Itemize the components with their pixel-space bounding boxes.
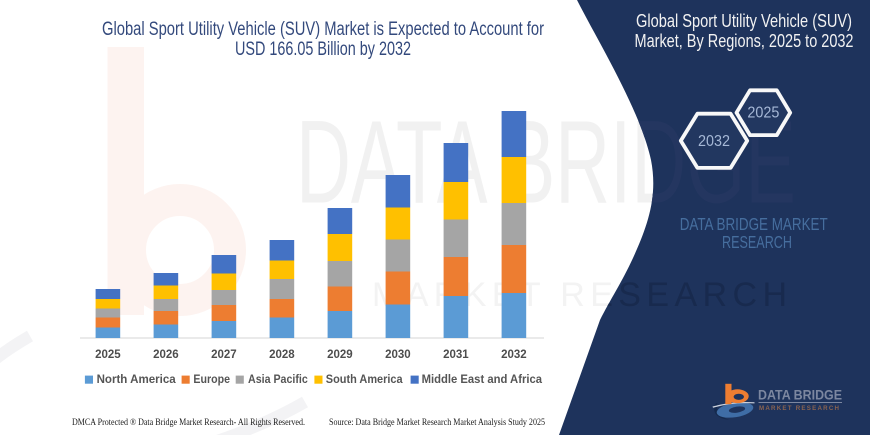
svg-text:DMCA Protected ® Data Bridge M: DMCA Protected ® Data Bridge Market Rese…: [72, 417, 305, 427]
svg-text:North America: North America: [97, 372, 176, 386]
svg-text:2032: 2032: [698, 133, 730, 150]
svg-text:USD 166.05 Billion by 2032: USD 166.05 Billion by 2032: [235, 39, 411, 60]
svg-text:RESEARCH: RESEARCH: [722, 232, 792, 252]
svg-text:2028: 2028: [269, 349, 295, 361]
svg-text:Market, By Regions, 2025 to 20: Market, By Regions, 2025 to 2032: [635, 31, 854, 51]
svg-text:2026: 2026: [153, 349, 179, 361]
svg-text:Middle East and Africa: Middle East and Africa: [422, 372, 543, 386]
svg-text:Global Sport Utility Vehicle (: Global Sport Utility Vehicle (SUV): [636, 11, 852, 31]
svg-text:Source: Data Bridge Market Res: Source: Data Bridge Market Research Mark…: [329, 417, 545, 427]
svg-text:2027: 2027: [211, 349, 237, 361]
svg-text:Europe: Europe: [193, 372, 230, 386]
svg-text:DATA BRIDGE: DATA BRIDGE: [758, 388, 842, 403]
svg-text:Asia Pacific: Asia Pacific: [248, 372, 308, 386]
svg-text:2031: 2031: [443, 349, 469, 361]
svg-text:2032: 2032: [501, 349, 527, 361]
svg-text:South America: South America: [326, 372, 403, 386]
svg-text:2029: 2029: [327, 349, 353, 361]
svg-text:2025: 2025: [747, 105, 779, 122]
svg-text:Global Sport Utility Vehicle (: Global Sport Utility Vehicle (SUV) Marke…: [102, 19, 545, 40]
svg-text:2030: 2030: [385, 349, 411, 361]
svg-text:MARKET RESEARCH: MARKET RESEARCH: [759, 405, 840, 412]
svg-text:DATA BRIDGE MARKET: DATA BRIDGE MARKET: [680, 214, 828, 234]
svg-text:2025: 2025: [95, 349, 121, 361]
